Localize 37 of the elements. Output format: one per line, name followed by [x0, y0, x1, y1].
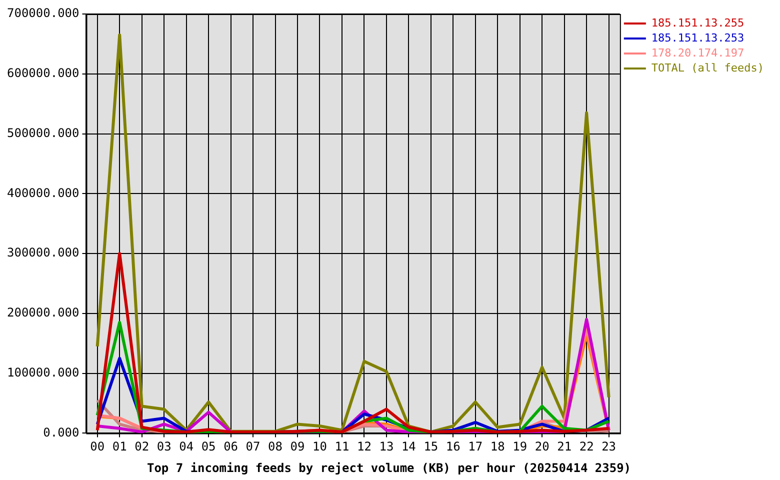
- x-tick-label: 09: [290, 440, 305, 454]
- x-tick-label: 07: [246, 440, 260, 454]
- x-tick-label: 14: [401, 440, 416, 454]
- x-tick-label: 10: [312, 440, 327, 454]
- legend-label: 185.151.13.255: [651, 16, 744, 30]
- y-tick-label: 400000.000: [6, 186, 80, 200]
- x-tick-label: 13: [379, 440, 394, 454]
- y-tick-label: 0.000: [43, 425, 80, 440]
- x-tick-label: 03: [156, 440, 172, 454]
- x-tick-label: 23: [602, 440, 616, 454]
- x-tick-label: 11: [334, 440, 350, 454]
- x-tick-label: 21: [557, 440, 572, 454]
- y-tick-label: 500000.000: [6, 126, 80, 140]
- x-tick-label: 15: [424, 440, 438, 454]
- legend-label: 185.151.13.253: [651, 31, 744, 44]
- x-tick-label: 19: [512, 440, 528, 454]
- y-tick-label: 700000.000: [6, 6, 80, 20]
- legend-label: 178.20.174.197: [651, 46, 744, 60]
- x-tick-label: 00: [90, 440, 105, 454]
- x-tick-label: 16: [446, 440, 460, 454]
- x-tick-label: 01: [112, 440, 127, 454]
- text: Top 7 incoming feeds by reject volume (KB) per hour (20250414 2359): [146, 460, 632, 475]
- y-tick-label: 200000.000: [6, 306, 80, 320]
- x-tick-label: 04: [179, 440, 194, 454]
- x-tick-label: 17: [468, 440, 483, 454]
- y-tick-label: 100000.000: [6, 365, 80, 380]
- x-tick-label: 18: [490, 440, 505, 454]
- legend-label: TOTAL (all feeds): [651, 61, 764, 74]
- y-tick-label: 600000.000: [6, 66, 80, 80]
- x-tick-label: 06: [224, 440, 238, 454]
- x-tick-label: 02: [134, 440, 150, 454]
- x-tick-label: 08: [268, 440, 282, 454]
- x-tick-label: 05: [201, 440, 216, 454]
- x-tick-label: 20: [534, 440, 550, 454]
- x-tick-label: 12: [356, 440, 372, 454]
- y-tick-label: 300000.000: [6, 246, 80, 260]
- x-tick-label: 22: [579, 440, 594, 454]
